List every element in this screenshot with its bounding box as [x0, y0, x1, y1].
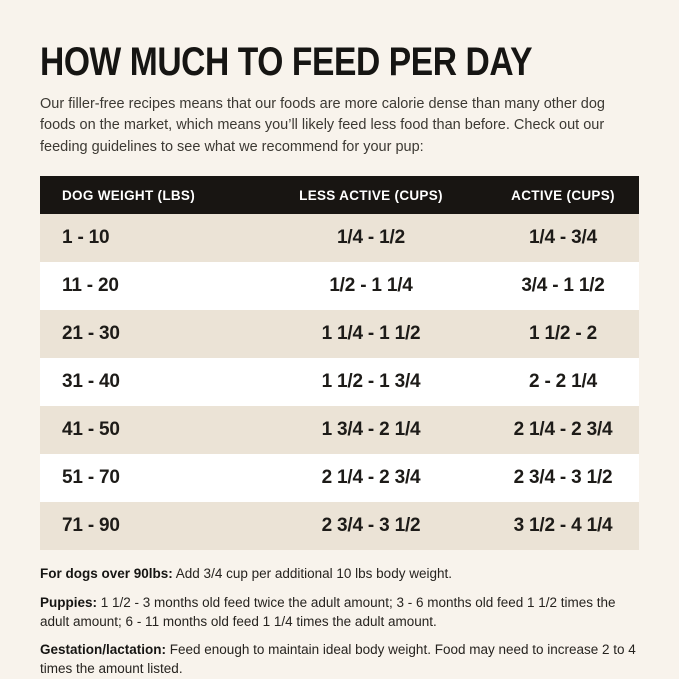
cell-active: 2 1/4 - 2 3/4 — [513, 419, 613, 441]
note-over-90lbs: For dogs over 90lbs: Add 3/4 cup per add… — [40, 564, 639, 583]
table-body: 1 - 10 1/4 - 1/2 1/4 - 3/4 11 - 20 1/2 -… — [40, 214, 639, 551]
cell-active: 3/4 - 1 1/2 — [521, 275, 605, 297]
page-title: HOW MUCH TO FEED PER DAY — [40, 40, 533, 84]
note-text: Feed enough to maintain ideal body weigh… — [40, 641, 636, 676]
footnotes: For dogs over 90lbs: Add 3/4 cup per add… — [40, 564, 639, 678]
table-row: 11 - 20 1/2 - 1 1/4 3/4 - 1 1/2 — [40, 262, 639, 311]
cell-active: 2 3/4 - 3 1/2 — [513, 467, 613, 489]
cell-weight: 71 - 90 — [62, 515, 120, 537]
cell-active: 3 1/2 - 4 1/4 — [513, 515, 613, 537]
cell-weight: 21 - 30 — [62, 323, 120, 345]
cell-active: 1 1/2 - 2 — [529, 323, 597, 345]
column-header-active: ACTIVE (CUPS) — [511, 187, 615, 203]
cell-less-active: 1 1/4 - 1 1/2 — [321, 323, 421, 345]
table-row: 51 - 70 2 1/4 - 2 3/4 2 3/4 - 3 1/2 — [40, 454, 639, 503]
cell-less-active: 1/4 - 1/2 — [337, 227, 405, 249]
cell-weight: 11 - 20 — [62, 275, 119, 297]
cell-active: 2 - 2 1/4 — [529, 371, 597, 393]
cell-less-active: 2 1/4 - 2 3/4 — [321, 467, 421, 489]
column-header-less-active: LESS ACTIVE (CUPS) — [299, 187, 443, 203]
table-row: 31 - 40 1 1/2 - 1 3/4 2 - 2 1/4 — [40, 358, 639, 407]
table-row: 41 - 50 1 3/4 - 2 1/4 2 1/4 - 2 3/4 — [40, 406, 639, 455]
cell-weight: 51 - 70 — [62, 467, 120, 489]
feeding-table: DOG WEIGHT (LBS) LESS ACTIVE (CUPS) ACTI… — [40, 176, 639, 551]
cell-less-active: 1 3/4 - 2 1/4 — [321, 419, 421, 441]
intro-paragraph: Our filler-free recipes means that our f… — [40, 96, 605, 155]
cell-weight: 1 - 10 — [62, 227, 110, 249]
cell-weight: 31 - 40 — [62, 371, 120, 393]
note-label: Gestation/lactation: — [40, 641, 167, 657]
cell-less-active: 2 3/4 - 3 1/2 — [321, 515, 421, 537]
note-text: Add 3/4 cup per additional 10 lbs body w… — [172, 566, 452, 582]
table-row: 71 - 90 2 3/4 - 3 1/2 3 1/2 - 4 1/4 — [40, 502, 639, 551]
cell-weight: 41 - 50 — [62, 419, 120, 441]
table-row: 1 - 10 1/4 - 1/2 1/4 - 3/4 — [40, 214, 639, 263]
note-puppies: Puppies: 1 1/2 - 3 months old feed twice… — [40, 593, 639, 631]
cell-active: 1/4 - 3/4 — [529, 227, 597, 249]
note-label: Puppies: — [40, 594, 98, 610]
column-header-dog-weight: DOG WEIGHT (LBS) — [62, 187, 196, 203]
note-gestation: Gestation/lactation: Feed enough to main… — [40, 640, 639, 678]
table-row: 21 - 30 1 1/4 - 1 1/2 1 1/2 - 2 — [40, 310, 639, 359]
table-header-row: DOG WEIGHT (LBS) LESS ACTIVE (CUPS) ACTI… — [40, 176, 639, 215]
note-label: For dogs over 90lbs: — [40, 566, 173, 582]
cell-less-active: 1 1/2 - 1 3/4 — [321, 371, 421, 393]
note-text: 1 1/2 - 3 months old feed twice the adul… — [40, 594, 616, 629]
cell-less-active: 1/2 - 1 1/4 — [329, 275, 413, 297]
